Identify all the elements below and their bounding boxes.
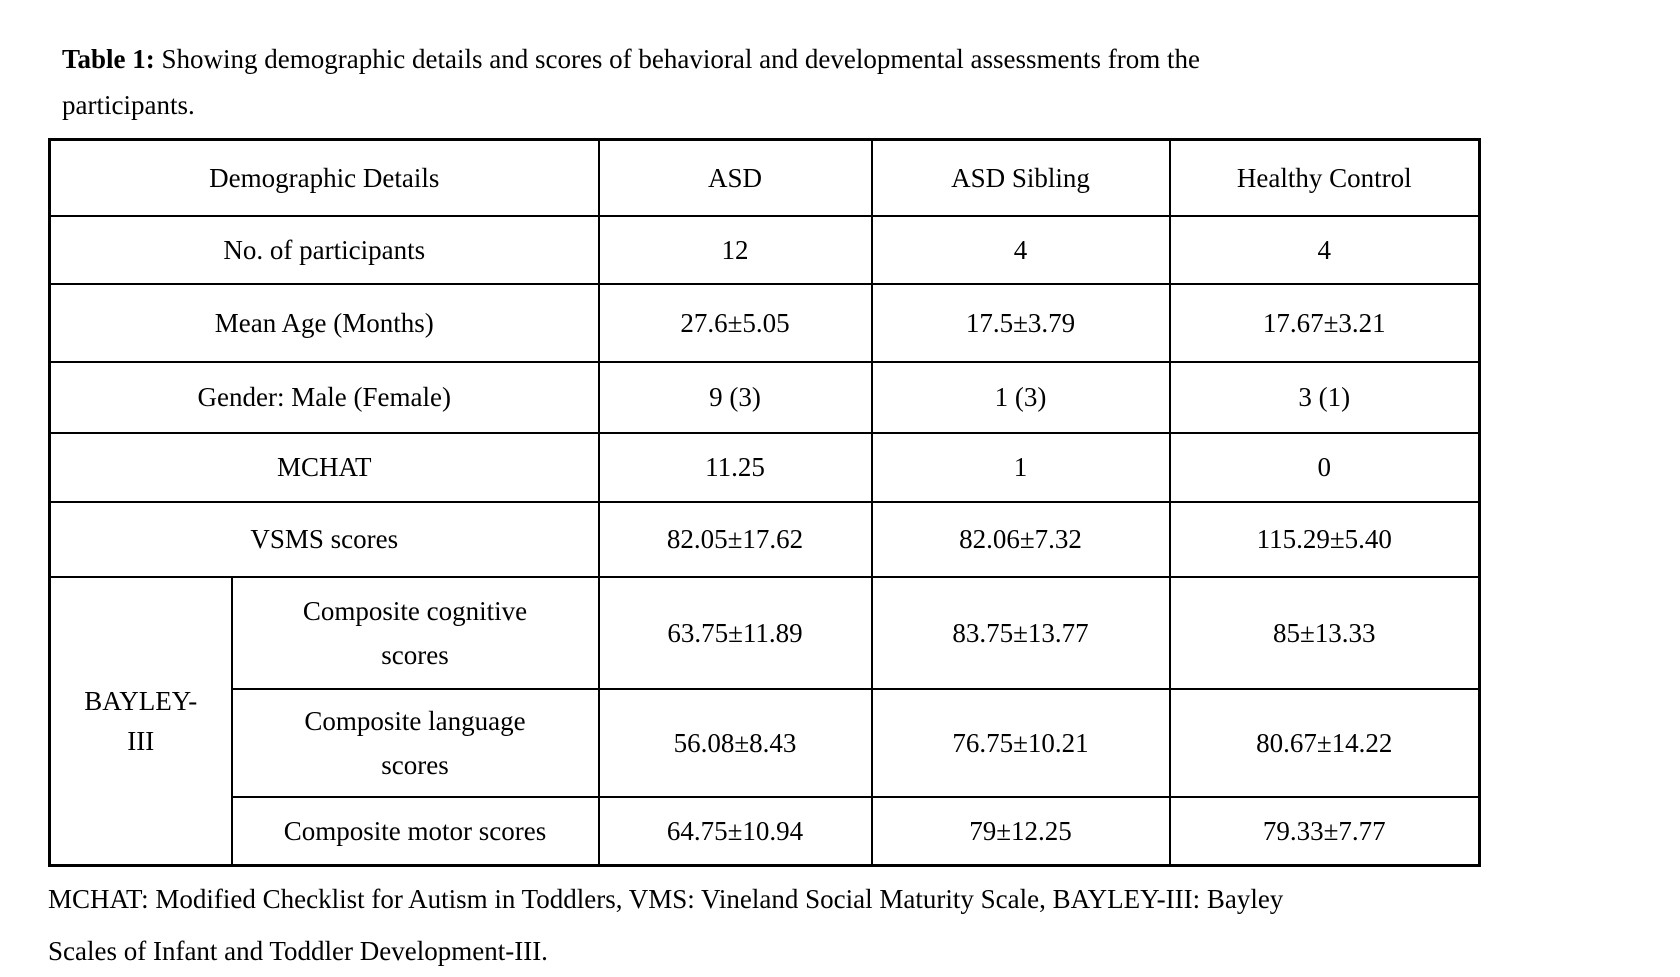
demographics-table: Demographic Details ASD ASD Sibling Heal… bbox=[48, 138, 1481, 867]
cell-participants-asd: 12 bbox=[597, 214, 873, 285]
cell-vsms-sibling: 82.06±7.32 bbox=[870, 500, 1171, 578]
row-label-cognitive: Composite cognitive scores bbox=[230, 575, 600, 690]
cell-gender-sibling: 1 (3) bbox=[870, 360, 1171, 434]
table-row: BAYLEY-III Composite cognitive scores 63… bbox=[48, 575, 1481, 867]
table-row: VSMS scores 82.05±17.62 82.06±7.32 115.2… bbox=[48, 500, 1481, 578]
row-label-mchat: MCHAT bbox=[48, 431, 600, 503]
cell-motor-asd: 64.75±10.94 bbox=[597, 795, 873, 867]
cell-participants-sibling: 4 bbox=[870, 214, 1171, 285]
table-row: Mean Age (Months) 27.6±5.05 17.5±3.79 17… bbox=[48, 282, 1481, 363]
table-footnote-line1: MCHAT: Modified Checklist for Autism in … bbox=[48, 884, 1284, 914]
header-demographic-details: Demographic Details bbox=[48, 138, 600, 217]
cell-gender-control: 3 (1) bbox=[1168, 360, 1481, 434]
row-label-vsms: VSMS scores bbox=[48, 500, 600, 578]
header-asd-sibling: ASD Sibling bbox=[870, 138, 1171, 217]
cell-motor-control: 79.33±7.77 bbox=[1168, 795, 1481, 867]
table-footnote-line2: Scales of Infant and Toddler Development… bbox=[48, 936, 548, 966]
row-label-motor: Composite motor scores bbox=[230, 795, 600, 867]
header-healthy-control: Healthy Control bbox=[1168, 138, 1481, 217]
cell-mchat-asd: 11.25 bbox=[597, 431, 873, 503]
table-row: Composite language scores 56.08±8.43 76.… bbox=[50, 687, 1481, 798]
table-footnote: MCHAT: Modified Checklist for Autism in … bbox=[48, 873, 1478, 977]
table-caption-text-line2: participants. bbox=[62, 90, 195, 120]
cell-age-asd: 27.6±5.05 bbox=[597, 282, 873, 363]
cell-cognitive-sibling: 83.75±13.77 bbox=[870, 575, 1171, 690]
bayley-group-label: BAYLEY-III bbox=[84, 685, 198, 756]
table-row: Gender: Male (Female) 9 (3) 1 (3) 3 (1) bbox=[48, 360, 1481, 434]
table-row: No. of participants 12 4 4 bbox=[48, 214, 1481, 285]
cell-age-control: 17.67±3.21 bbox=[1168, 282, 1481, 363]
cell-age-sibling: 17.5±3.79 bbox=[870, 282, 1171, 363]
row-label-language: Composite language scores bbox=[230, 687, 600, 798]
row-label-gender: Gender: Male (Female) bbox=[48, 360, 600, 434]
cell-cognitive-control: 85±13.33 bbox=[1168, 575, 1481, 690]
row-label-mean-age: Mean Age (Months) bbox=[48, 282, 600, 363]
header-asd: ASD bbox=[597, 138, 873, 217]
table-row: MCHAT 11.25 1 0 bbox=[48, 431, 1481, 503]
table-caption-text-line1: Showing demographic details and scores o… bbox=[161, 44, 1201, 74]
table-caption: Table 1: Showing demographic details and… bbox=[62, 36, 1362, 128]
cell-cognitive-asd: 63.75±11.89 bbox=[597, 575, 873, 690]
table-header-row: Demographic Details ASD ASD Sibling Heal… bbox=[48, 138, 1481, 217]
bayley-group-cell: BAYLEY-III bbox=[48, 575, 233, 867]
cell-vsms-control: 115.29±5.40 bbox=[1168, 500, 1481, 578]
cell-participants-control: 4 bbox=[1168, 214, 1481, 285]
row-label-participants: No. of participants bbox=[48, 214, 600, 285]
cell-vsms-asd: 82.05±17.62 bbox=[597, 500, 873, 578]
cell-language-control: 80.67±14.22 bbox=[1168, 687, 1481, 798]
cell-mchat-sibling: 1 bbox=[870, 431, 1171, 503]
cell-language-asd: 56.08±8.43 bbox=[597, 687, 873, 798]
table-caption-number: Table 1: bbox=[62, 44, 155, 74]
cell-motor-sibling: 79±12.25 bbox=[870, 795, 1171, 867]
cell-mchat-control: 0 bbox=[1168, 431, 1481, 503]
table-row: Composite motor scores 64.75±10.94 79±12… bbox=[50, 795, 1481, 867]
cell-gender-asd: 9 (3) bbox=[597, 360, 873, 434]
cell-language-sibling: 76.75±10.21 bbox=[870, 687, 1171, 798]
